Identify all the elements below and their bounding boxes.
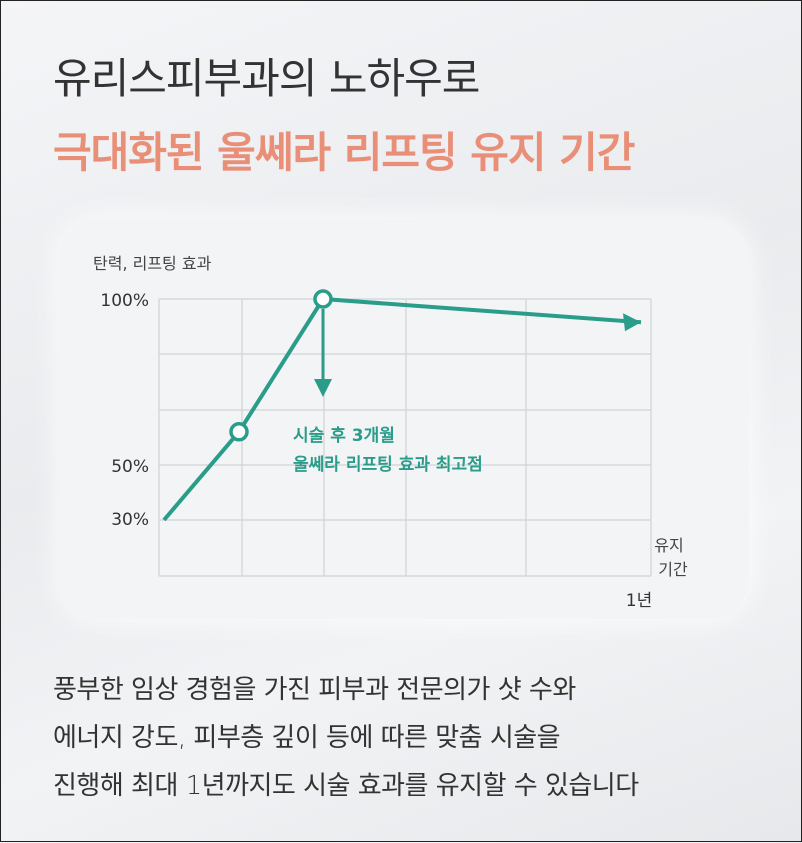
series-line [162,297,642,522]
chart-card [59,219,749,619]
title-line-1: 유리스피부과의 노하우로 [53,54,480,103]
x-axis-label-line2: 기간 [658,560,688,579]
peak-down-arrow [314,379,332,397]
x-tick-1-year: 1년 [626,591,652,611]
point-marker-3-months-before [229,422,249,442]
x-axis-label-line1: 유지 [654,536,683,555]
point-marker-peak [313,289,333,309]
annotation-line-2: 울쎄라 리프팅 효과 최고점 [293,455,483,475]
y-tick-100: 100% [100,291,149,311]
y-tick-30: 30% [111,510,149,530]
series-line-group [162,289,642,522]
series-end-arrow [623,313,641,332]
body-line-1: 풍부한 임상 경험을 가진 피부과 전문의가 샷 수와 [53,675,576,705]
y-tick-50: 50% [111,457,149,477]
y-axis-label: 탄력, 리프팅 효과 [93,254,212,273]
title-line-2: 극대화된 울쎄라 리프팅 유지 기간 [53,128,635,177]
annotation-line-1: 시술 후 3개월 [293,425,395,446]
body-line-2: 에너지 강도, 피부층 깊이 등에 따른 맞춤 시술을 [53,723,561,753]
body-line-3: 진행해 최대 1년까지도 시술 효과를 유지할 수 있습니다 [53,771,639,801]
